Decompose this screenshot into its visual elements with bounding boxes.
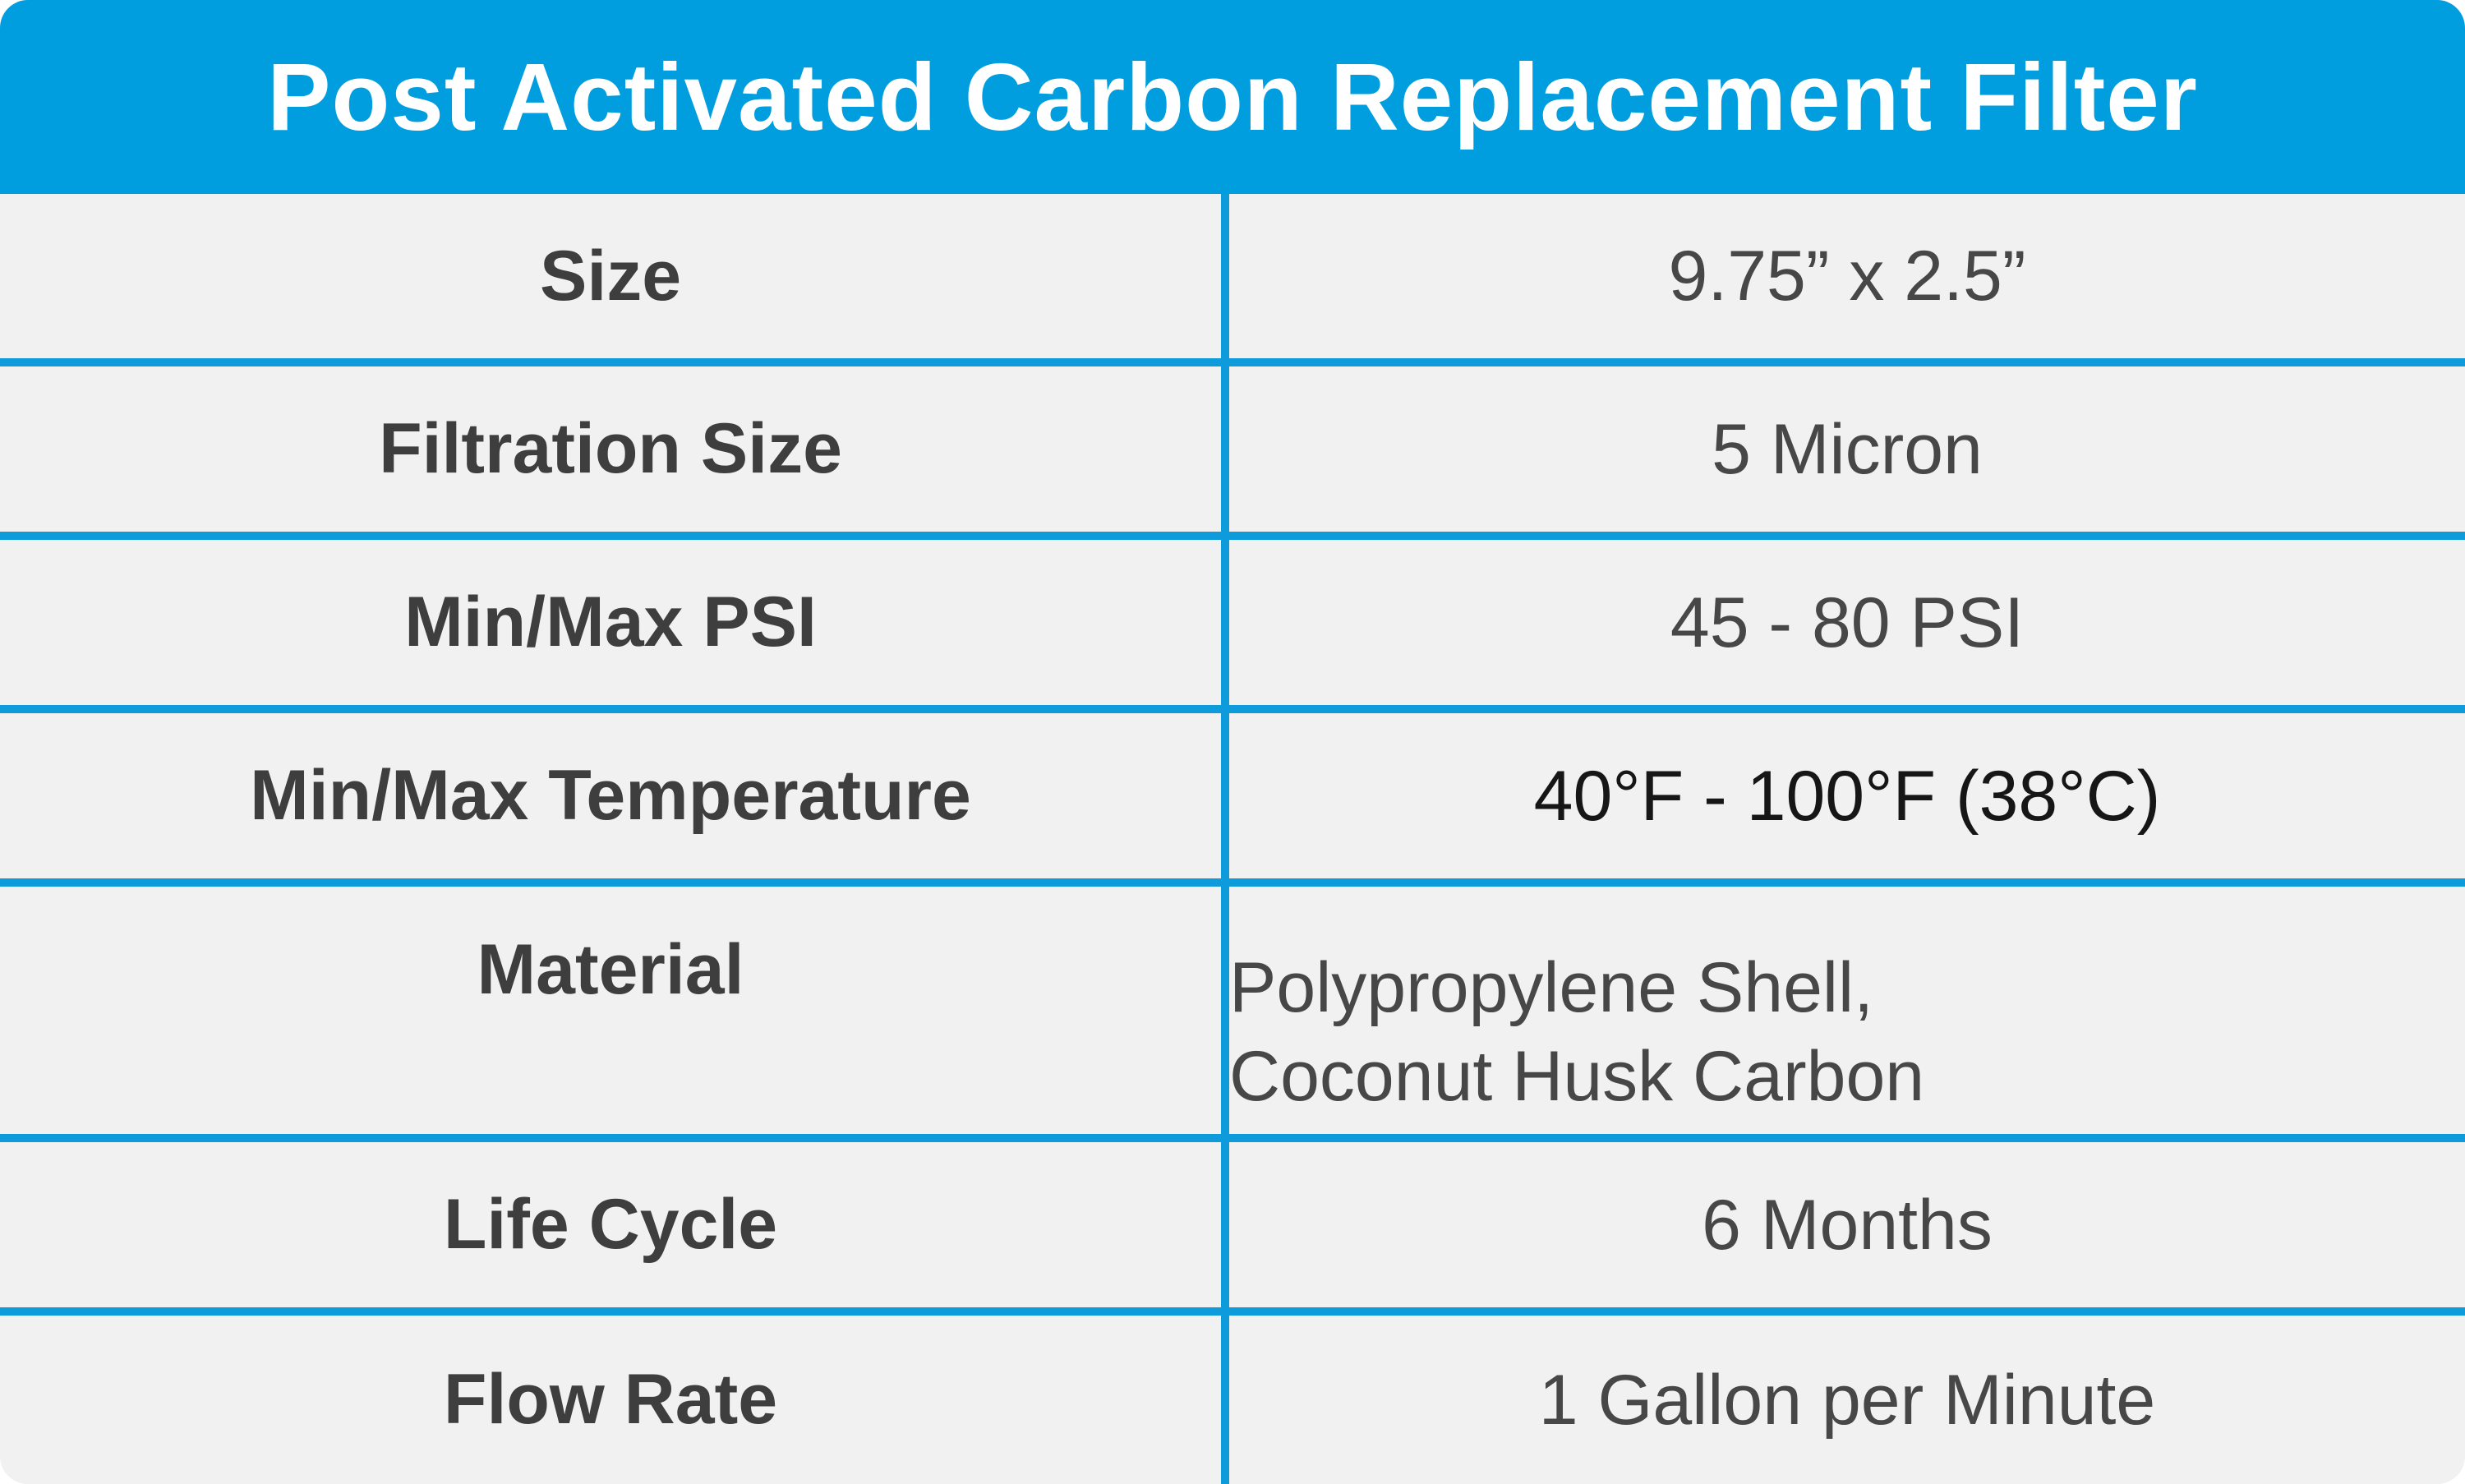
spec-label-text: Flow Rate <box>443 1360 778 1439</box>
spec-value-text: 6 Months <box>1702 1185 1993 1265</box>
spec-label-text: Min/Max PSI <box>404 583 817 661</box>
spec-row-size: Size 9.75” x 2.5” <box>0 194 2465 358</box>
spec-value-text: 1 Gallon per Minute <box>1538 1360 2156 1440</box>
spec-value: 1 Gallon per Minute <box>1229 1316 2465 1484</box>
spec-label-text: Life Cycle <box>443 1185 778 1264</box>
spec-value-text: 40°F - 100°F (38°C) <box>1533 756 2161 836</box>
spec-value-text: 45 - 80 PSI <box>1670 583 2025 662</box>
spec-label-text: Material <box>477 930 744 1009</box>
spec-row-life-cycle: Life Cycle 6 Months <box>0 1134 2465 1307</box>
spec-label: Min/Max PSI <box>0 540 1229 705</box>
spec-row-flow-rate: Flow Rate 1 Gallon per Minute <box>0 1307 2465 1484</box>
spec-value-line: Coconut Husk Carbon <box>1229 1036 1925 1116</box>
spec-label: Min/Max Temperature <box>0 713 1229 878</box>
spec-label: Filtration Size <box>0 366 1229 532</box>
spec-label-text: Filtration Size <box>379 409 842 488</box>
spec-value-text: 9.75” x 2.5” <box>1668 237 2026 316</box>
spec-label: Size <box>0 194 1229 358</box>
spec-value: 40°F - 100°F (38°C) <box>1229 713 2465 878</box>
spec-value: Polypropylene Shell, Coconut Husk Carbon <box>1229 887 2465 1134</box>
spec-label: Flow Rate <box>0 1316 1229 1484</box>
spec-table-header: Post Activated Carbon Replacement Filter <box>0 0 2465 194</box>
spec-row-min-max-temperature: Min/Max Temperature 40°F - 100°F (38°C) <box>0 705 2465 878</box>
spec-label: Life Cycle <box>0 1142 1229 1307</box>
spec-value: 45 - 80 PSI <box>1229 540 2465 705</box>
spec-value: 5 Micron <box>1229 366 2465 532</box>
spec-label: Material <box>0 887 1229 1134</box>
spec-row-material: Material Polypropylene Shell, Coconut Hu… <box>0 878 2465 1134</box>
spec-value-line: Polypropylene Shell, <box>1229 947 1874 1027</box>
spec-table: Size 9.75” x 2.5” Filtration Size 5 Micr… <box>0 194 2465 1484</box>
spec-row-filtration-size: Filtration Size 5 Micron <box>0 358 2465 532</box>
spec-label-text: Min/Max Temperature <box>250 756 971 835</box>
spec-value: 9.75” x 2.5” <box>1229 194 2465 358</box>
spec-value: 6 Months <box>1229 1142 2465 1307</box>
spec-row-min-max-psi: Min/Max PSI 45 - 80 PSI <box>0 532 2465 705</box>
spec-value-text: 5 Micron <box>1712 409 1983 489</box>
spec-label-text: Size <box>539 236 682 316</box>
spec-table-title: Post Activated Carbon Replacement Filter <box>267 44 2198 150</box>
